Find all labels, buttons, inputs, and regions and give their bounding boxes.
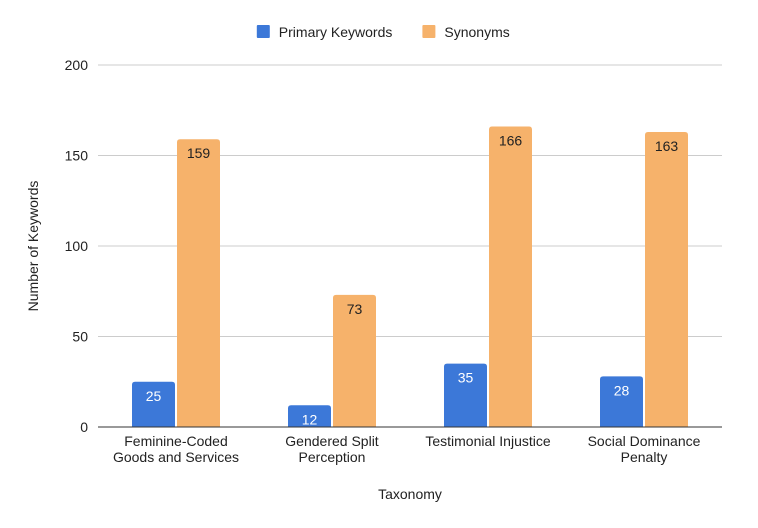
data-label: 28: [614, 382, 630, 398]
bars: [132, 126, 688, 427]
bar-primary-keywords: [288, 405, 331, 427]
legend-item-synonyms[interactable]: Synonyms: [422, 24, 510, 40]
legend-label: Primary Keywords: [279, 24, 393, 40]
y-axis-ticks: 0 50 100 150 200: [65, 57, 89, 435]
x-category-label: Goods and Services: [113, 449, 239, 465]
legend-item-primary-keywords[interactable]: Primary Keywords: [256, 24, 393, 40]
x-category-label: Perception: [299, 449, 366, 465]
bar-synonyms: [645, 131, 688, 427]
bar-primary-keywords: [444, 363, 487, 427]
x-category-label: Feminine-Coded: [124, 433, 228, 449]
data-label: 159: [187, 145, 211, 161]
data-label: 25: [146, 388, 162, 404]
data-label: 163: [655, 138, 679, 154]
x-category-label: Social Dominance: [588, 433, 701, 449]
y-tick-label: 100: [65, 238, 89, 254]
legend[interactable]: Primary Keywords Synonyms: [256, 24, 510, 40]
x-category-label: Penalty: [621, 449, 668, 465]
data-label: 35: [458, 370, 474, 386]
y-tick-label: 200: [65, 57, 89, 73]
data-label: 73: [347, 301, 363, 317]
y-tick-label: 0: [80, 419, 88, 435]
x-axis-title: Taxonomy: [378, 486, 442, 502]
data-label: 12: [302, 411, 318, 427]
bar-primary-keywords: [600, 376, 643, 427]
bar-synonyms: [489, 126, 532, 427]
y-tick-label: 50: [72, 329, 88, 345]
legend-label: Synonyms: [444, 24, 509, 40]
legend-swatch: [422, 25, 436, 38]
data-label: 166: [499, 133, 523, 149]
y-tick-label: 150: [65, 148, 89, 164]
y-axis-title: Number of Keywords: [25, 181, 41, 312]
bar-primary-keywords: [132, 381, 175, 427]
data-labels: 25 159 12 73 35 166 28 163: [146, 133, 679, 428]
legend-swatch: [256, 25, 270, 38]
bar-synonyms: [333, 294, 376, 427]
bar-synonyms: [177, 139, 220, 427]
x-category-label: Gendered Split: [285, 433, 379, 449]
x-category-label: Testimonial Injustice: [425, 433, 550, 449]
